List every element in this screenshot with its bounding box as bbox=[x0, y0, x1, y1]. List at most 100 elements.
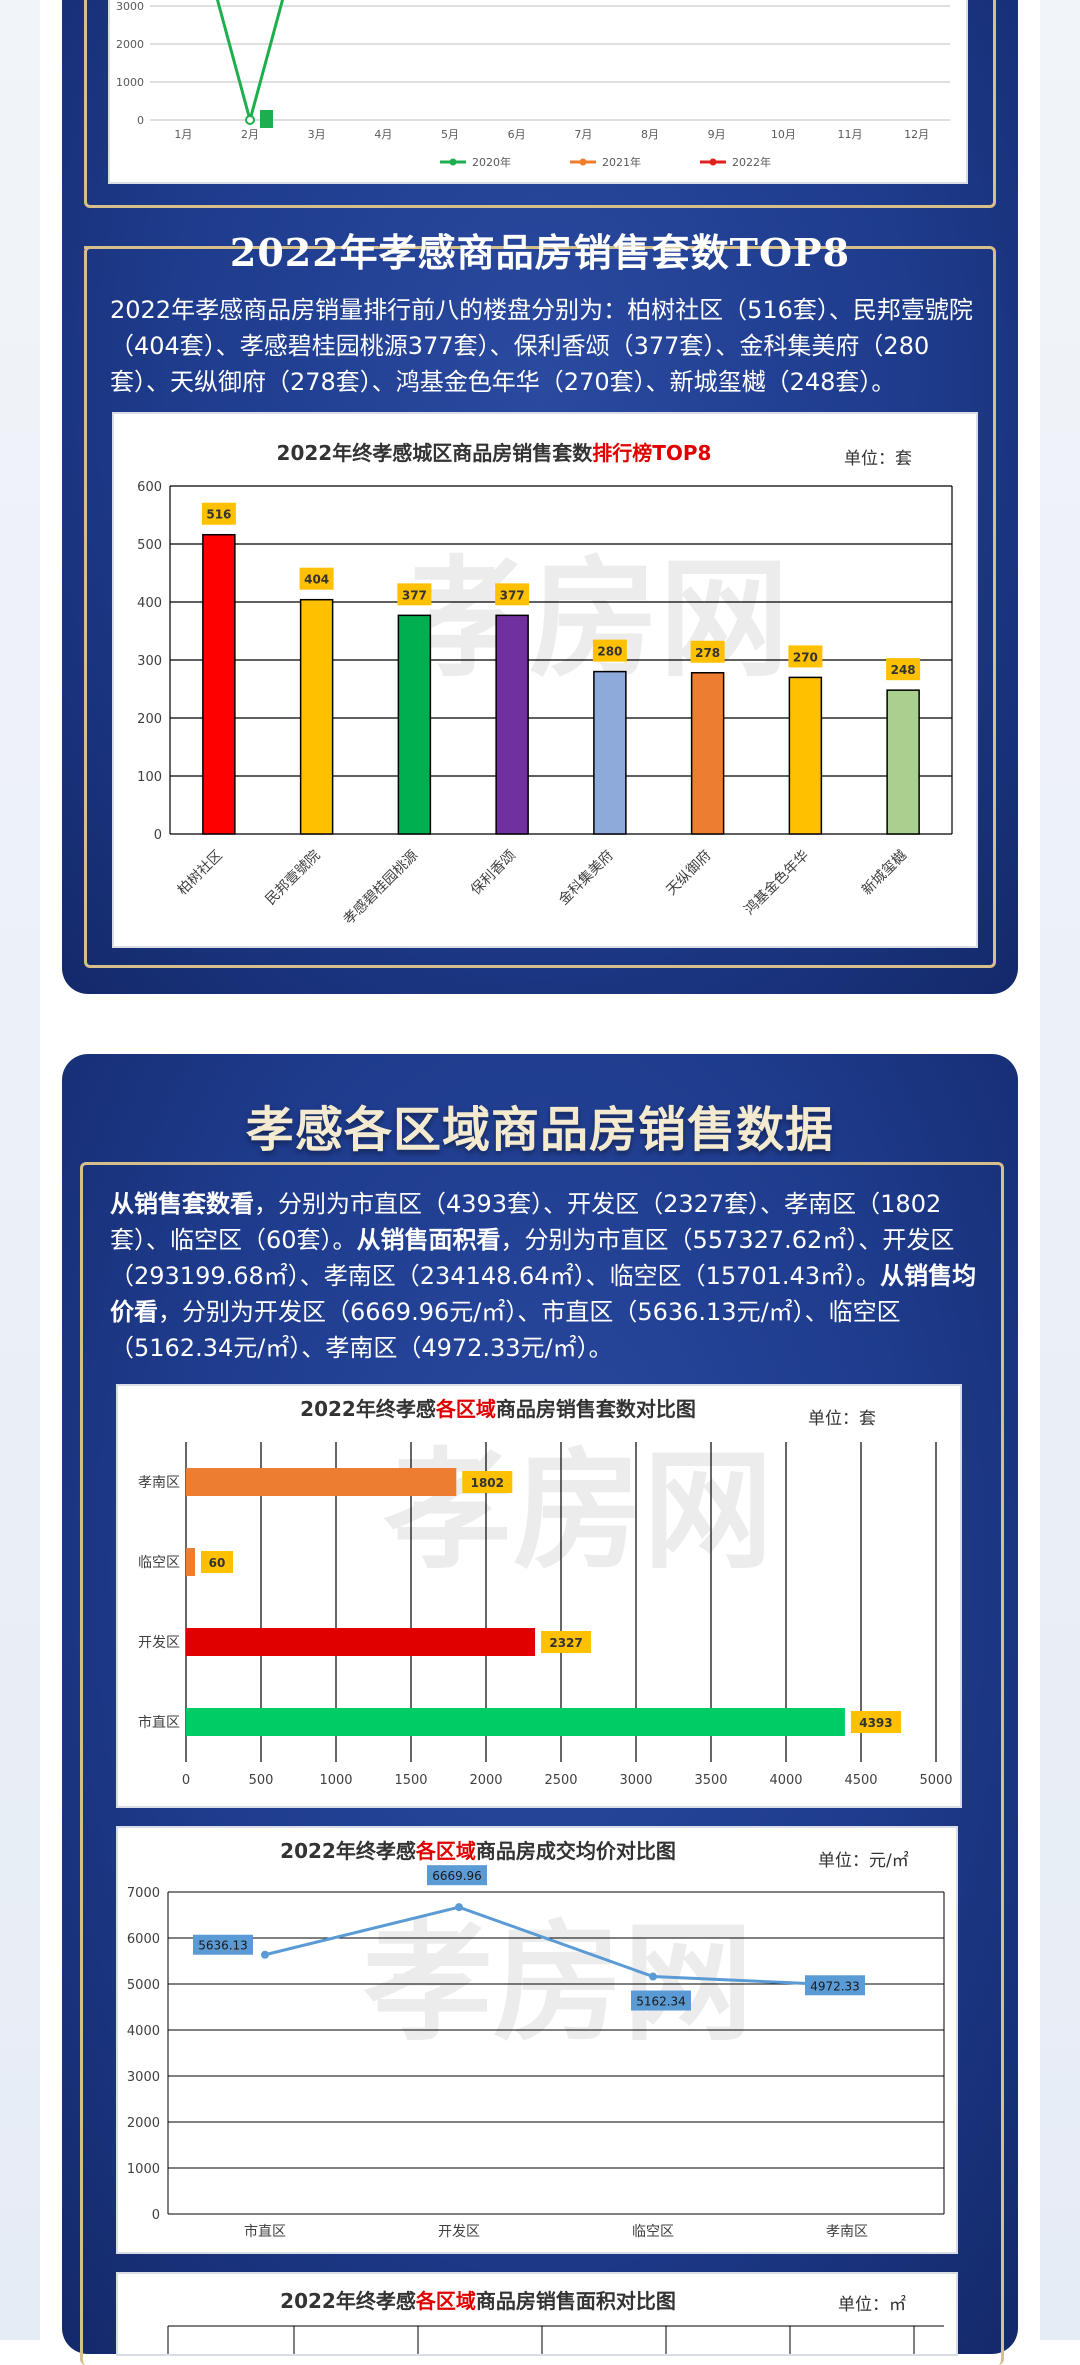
chart-unit: 单位：套 bbox=[844, 449, 912, 469]
chart-title-part: 商品房销售面积对比图 bbox=[476, 2289, 676, 2313]
data-point bbox=[245, 115, 255, 125]
y-tick-label: 600 bbox=[137, 480, 162, 495]
monthly-chart-frame bbox=[84, 0, 996, 208]
chart-title-highlight: 各区域 bbox=[435, 1397, 496, 1421]
x-tick-label: 柏树社区 bbox=[175, 848, 226, 899]
data-label: 248 bbox=[891, 663, 916, 677]
x-tick-label: 6月 bbox=[508, 128, 526, 141]
watermark: 孝房网 bbox=[363, 1907, 753, 2059]
x-tick-label: 11月 bbox=[838, 128, 863, 141]
bar bbox=[186, 1468, 457, 1496]
data-point bbox=[649, 1972, 657, 1981]
x-tick-label: 4000 bbox=[769, 1773, 802, 1788]
p-text-price: ，分别为开发区（6669.96元/㎡）、市直区（5636.13元/㎡）、临空区（… bbox=[110, 1298, 901, 1362]
data-point bbox=[261, 1950, 269, 1959]
data-label-box bbox=[592, 639, 627, 662]
chart-title-part: 商品房成交均价对比图 bbox=[476, 1839, 676, 1863]
x-tick-label: 天纵御府 bbox=[664, 848, 715, 899]
bar bbox=[397, 614, 432, 835]
y-tick-label: 临空区 bbox=[138, 1555, 180, 1571]
section2-title: 孝感各区域商品房销售数据 bbox=[245, 1102, 834, 1158]
bar bbox=[593, 670, 627, 835]
x-tick-label: 孝南区 bbox=[826, 2224, 868, 2240]
y-tick-label: 1000 bbox=[116, 76, 144, 89]
top8-section-frame bbox=[84, 246, 996, 968]
y-tick-label: 6000 bbox=[127, 1932, 160, 1947]
top8-bar-chart: 孝房网 2022年终孝感城区商品房销售套数排行榜TOP8 单位：套 0 100 200 30… bbox=[112, 412, 978, 948]
chart-title: 2022年终孝感各区域商品房成交均价对比图 bbox=[280, 1839, 676, 1863]
region-price-chart: 孝房网 2022年终孝感各区域商品房成交均价对比图 单位：元/㎡ 0 1000 2000 3… bbox=[116, 1826, 958, 2254]
x-tick-label: 民邦壹號院 bbox=[263, 848, 324, 909]
x-tick-label: 3000 bbox=[619, 1773, 652, 1788]
legend-label: 2022年 bbox=[732, 155, 771, 169]
monthly-trend-svg: 0 1000 2000 3000 1月 2月 3月 4月 5月 6月 7月 8月 9月 10月 11月 12月… bbox=[116, 0, 950, 169]
x-tick-label: 9月 bbox=[708, 128, 726, 141]
p-text-units: ，分别为市直区（4393套）、开发区（2327套）、孝南区（1802套）、临空区… bbox=[110, 1190, 942, 1254]
data-label-box bbox=[805, 1975, 865, 1996]
page-side-right bbox=[1040, 0, 1080, 2340]
y-tick-label: 0 bbox=[154, 828, 162, 843]
monthly-trend-chart: 0 1000 2000 3000 1月 2月 3月 4月 5月 6月 7月 8月 9月 10月 11月 12月… bbox=[108, 0, 968, 184]
data-label-box bbox=[462, 1471, 513, 1493]
top8-bar-svg: 孝房网 2022年终孝感城区商品房销售套数排行榜TOP8 单位：套 0 100 200 30… bbox=[137, 441, 953, 928]
x-tick-label: 0 bbox=[182, 1773, 190, 1788]
data-label-box bbox=[495, 583, 530, 606]
chart-title-part: 商品房销售套数对比图 bbox=[496, 1397, 696, 1421]
data-label-box bbox=[631, 1990, 691, 2011]
data-label-box bbox=[193, 1934, 253, 1955]
y-tick-label: 市直区 bbox=[138, 1714, 180, 1731]
data-label-box bbox=[299, 567, 334, 590]
bar bbox=[186, 1628, 536, 1656]
legend-marker bbox=[449, 158, 457, 166]
chart-title: 2022年终孝感城区商品房销售套数排行榜TOP8 bbox=[277, 441, 712, 465]
region-area-chart: 2022年终孝感各区域商品房销售面积对比图 单位：㎡ bbox=[116, 2272, 958, 2356]
x-tick-label: 500 bbox=[249, 1773, 274, 1788]
y-tick-label: 7000 bbox=[127, 1886, 160, 1901]
chart-title: 2022年终孝感各区域商品房销售面积对比图 bbox=[280, 2289, 676, 2313]
x-tick-label: 临空区 bbox=[632, 2224, 674, 2240]
chart-title-highlight: 排行榜TOP8 bbox=[592, 441, 711, 465]
x-tick-label: 12月 bbox=[904, 128, 929, 141]
data-label: 280 bbox=[597, 645, 622, 659]
region-area-svg: 2022年终孝感各区域商品房销售面积对比图 单位：㎡ bbox=[167, 2289, 944, 2354]
series-line-2020 bbox=[215, 0, 285, 126]
x-tick-label: 1500 bbox=[394, 1773, 427, 1788]
data-label: 60 bbox=[209, 1556, 226, 1570]
data-label: 2327 bbox=[549, 1636, 582, 1650]
x-tick-label: 3月 bbox=[308, 128, 326, 141]
x-tick-label: 鸿基金色年华 bbox=[741, 847, 812, 918]
y-tick-label: 2000 bbox=[127, 2116, 160, 2131]
data-label-box bbox=[886, 658, 921, 681]
x-tick-label: 4500 bbox=[844, 1773, 877, 1788]
data-label-box bbox=[541, 1631, 592, 1653]
data-label-box bbox=[690, 640, 725, 663]
data-label: 270 bbox=[793, 650, 818, 664]
y-tick-label: 1000 bbox=[127, 2162, 160, 2177]
p-bold-price: 从销售均价看 bbox=[110, 1262, 977, 1326]
data-label: 377 bbox=[500, 588, 525, 602]
y-tick-label: 200 bbox=[137, 712, 162, 727]
y-tick-label: 100 bbox=[137, 770, 162, 785]
legend-label: 2021年 bbox=[602, 155, 641, 169]
region-price-svg: 孝房网 2022年终孝感各区域商品房成交均价对比图 单位：元/㎡ 0 1000 2000 3… bbox=[127, 1839, 945, 2240]
x-tick-label: 2500 bbox=[544, 1773, 577, 1788]
bar bbox=[186, 1708, 845, 1736]
data-label: 404 bbox=[304, 573, 329, 587]
bar bbox=[788, 676, 823, 835]
data-label: 4393 bbox=[859, 1716, 892, 1730]
bar bbox=[495, 614, 529, 835]
data-label: 6669.96 bbox=[432, 1869, 482, 1883]
data-label: 1802 bbox=[471, 1476, 504, 1490]
x-tick-label: 1月 bbox=[174, 128, 192, 141]
x-tick-label: 金科集美府 bbox=[555, 847, 617, 909]
data-label: 516 bbox=[206, 508, 231, 522]
data-label: 4972.33 bbox=[810, 1979, 860, 1993]
section1-paragraph: 2022年孝感商品房销量排行前八的楼盘分别为：柏树社区（516套）、民邦壹號院（… bbox=[110, 296, 973, 396]
x-tick-label: 7月 bbox=[574, 128, 592, 141]
x-tick-label: 8月 bbox=[641, 128, 659, 141]
x-tick-label: 5000 bbox=[919, 1773, 952, 1788]
y-tick-label: 孝南区 bbox=[138, 1475, 180, 1491]
y-tick-label: 0 bbox=[152, 2208, 160, 2223]
data-label-box bbox=[788, 645, 823, 668]
region-units-svg: 孝房网 2022年终孝感各区域商品房销售套数对比图 单位：套 0 500 1000 1500… bbox=[138, 1397, 953, 1788]
